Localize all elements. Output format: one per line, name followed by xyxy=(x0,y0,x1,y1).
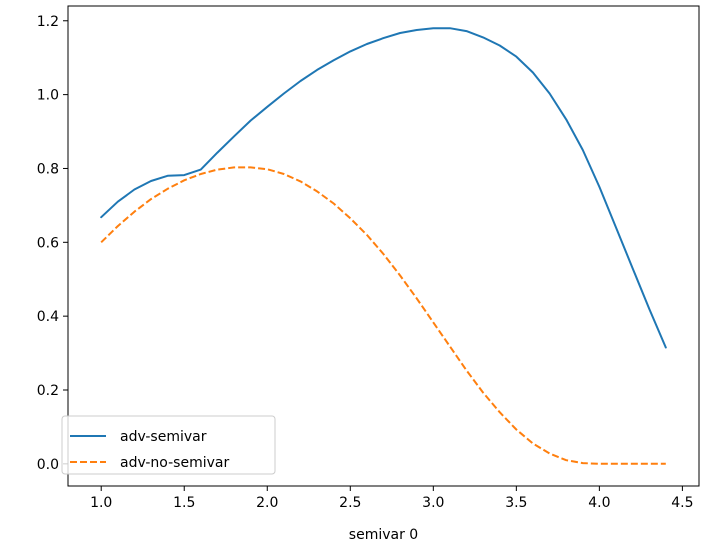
x-tick-label: 4.0 xyxy=(588,495,610,511)
x-tick-label: 3.0 xyxy=(422,495,444,511)
x-tick-label: 2.0 xyxy=(256,495,278,511)
x-tick-label: 2.5 xyxy=(339,495,361,511)
x-axis-label: semivar 0 xyxy=(349,527,418,543)
x-tick-label: 3.5 xyxy=(505,495,527,511)
x-tick-label: 1.0 xyxy=(90,495,112,511)
series-layer xyxy=(100,27,667,465)
legend: adv-semivar adv-no-semivar xyxy=(61,415,276,475)
series-line-adv-semivar xyxy=(100,27,667,349)
plot-frame xyxy=(67,5,700,487)
legend-label-adv-semivar: adv-semivar xyxy=(120,429,207,445)
y-tick-label: 0.6 xyxy=(37,235,59,251)
y-tick-label: 0.4 xyxy=(37,309,59,325)
y-tick-label: 1.2 xyxy=(37,14,59,30)
x-tick-label: 1.5 xyxy=(173,495,195,511)
legend-label-adv-no-semivar: adv-no-semivar xyxy=(120,455,229,471)
legend-box xyxy=(61,415,276,475)
y-axis: 0.0 0.2 0.4 0.6 0.8 1.0 1.2 xyxy=(37,14,68,473)
y-tick-label: 0.0 xyxy=(37,457,59,473)
x-tick-label: 4.5 xyxy=(671,495,693,511)
y-tick-label: 1.0 xyxy=(37,88,59,104)
y-tick-label: 0.8 xyxy=(37,161,59,177)
series-line-adv-no-semivar xyxy=(100,166,666,465)
x-axis: 1.0 1.5 2.0 2.5 3.0 3.5 4.0 4.5 xyxy=(90,486,694,511)
y-tick-label: 0.2 xyxy=(37,383,59,399)
